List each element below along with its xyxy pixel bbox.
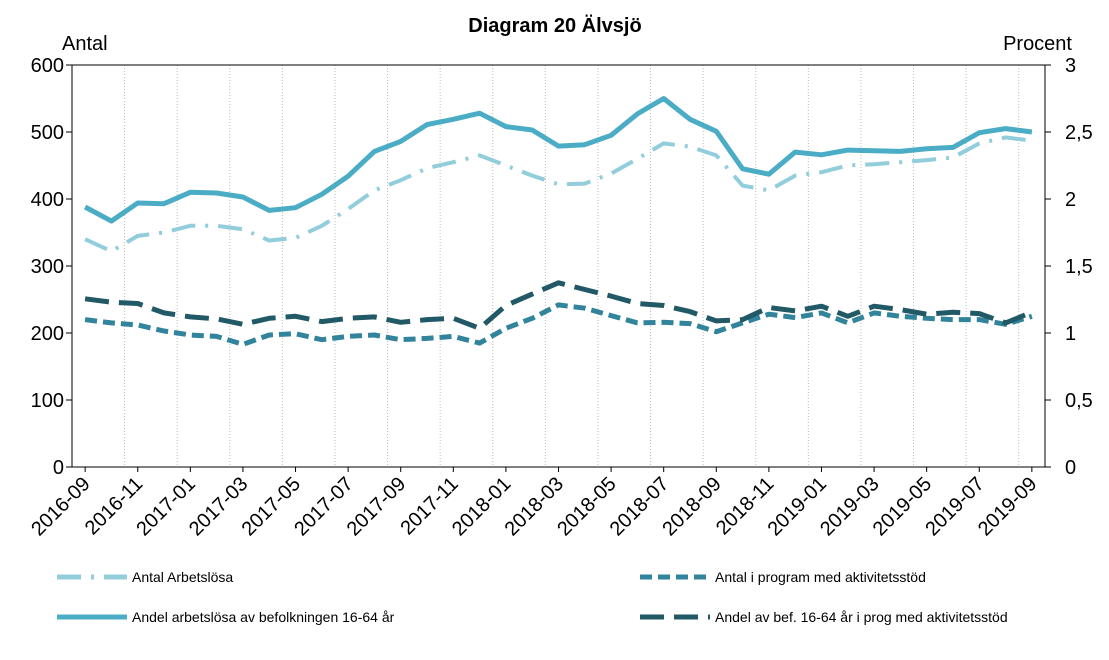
y-tick-label: 500 [31, 122, 64, 144]
y-tick-label: 200 [31, 323, 64, 345]
legend-label: Andel arbetslösa av befolkningen 16-64 å… [132, 609, 395, 625]
y-tick-label: 400 [31, 189, 64, 211]
series-line [84, 280, 1033, 331]
y2-tick-label: 0,5 [1065, 390, 1093, 412]
series-line [84, 302, 1033, 347]
legend-label: Antal Arbetslösa [132, 569, 233, 585]
legend-label: Antal i program med aktivitetsstöd [715, 569, 926, 585]
y-tick-label: 600 [31, 55, 64, 77]
y2-tick-label: 2 [1065, 189, 1076, 211]
x-tick-label: 2016-09 [27, 473, 94, 540]
chart-title: Diagram 20 Älvsjö [468, 14, 641, 37]
y-tick-label: 100 [31, 390, 64, 412]
legend-label: Andel av bef. 16-64 år i prog med aktivi… [715, 609, 1008, 625]
y2-tick-label: 3 [1065, 55, 1076, 77]
series-line [83, 96, 1033, 224]
x-tick-label: 2018-09 [658, 473, 725, 540]
y2-tick-label: 1,5 [1065, 256, 1093, 278]
y-tick-label: 0 [53, 457, 64, 479]
plot-frame [71, 64, 1046, 468]
y-axis-label: Antal [62, 33, 108, 55]
y2-axis-label: Procent [1003, 33, 1072, 55]
y2-tick-label: 0 [1065, 457, 1076, 479]
series-line [84, 135, 1033, 254]
y2-tick-label: 2,5 [1065, 122, 1093, 144]
y2-tick-label: 1 [1065, 323, 1076, 345]
y-tick-label: 300 [31, 256, 64, 278]
x-tick-label: 2019-09 [974, 473, 1041, 540]
x-tick-label: 2017-09 [343, 473, 410, 540]
